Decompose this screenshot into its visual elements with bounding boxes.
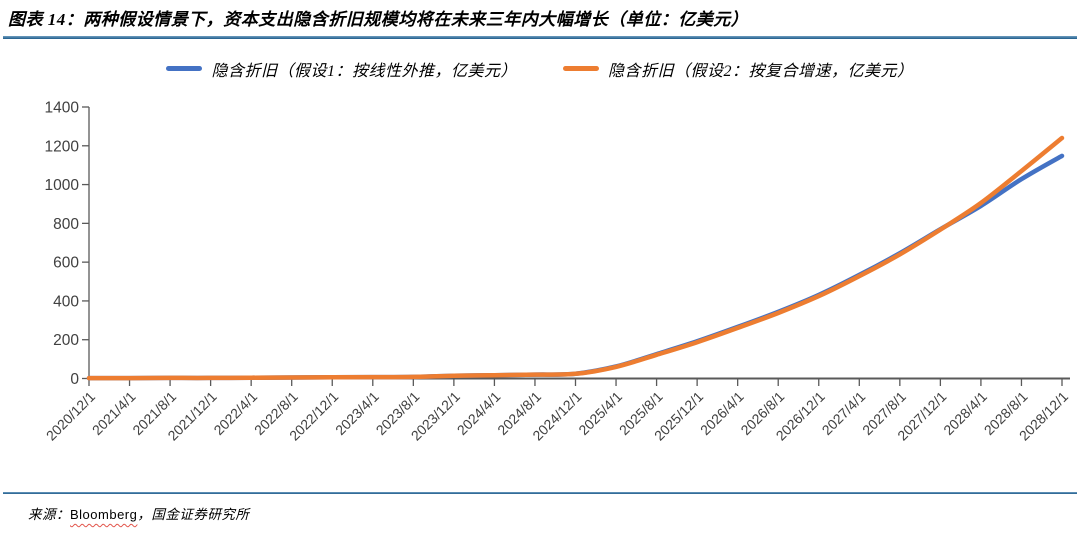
x-tick-label: 2024/4/1	[454, 388, 504, 438]
x-tick-label: 2025/4/1	[575, 388, 625, 438]
source-vendor: Bloomberg	[70, 507, 138, 522]
legend-line-swatch-blue-icon	[166, 66, 203, 71]
legend-label: 隐含折旧（假设1：按线性外推，亿美元）	[211, 62, 517, 80]
legend-line-swatch-orange-icon	[563, 66, 599, 71]
y-tick-label: 1000	[45, 177, 80, 194]
line-chart: 0 200 400 600 800 1000 1200 1400 2020/12/12021/4…	[43, 99, 1072, 444]
x-tick-label: 2028/4/1	[940, 388, 990, 438]
x-tick-label: 2026/4/1	[697, 388, 747, 438]
x-tick-label: 2027/4/1	[819, 388, 869, 438]
chart-legend: 隐含折旧（假设1：按线性外推，亿美元） 隐含折旧（假设2：按复合增速，亿美元）	[0, 58, 1080, 80]
source-prefix: 来源：	[28, 507, 70, 522]
y-axis: 0 200 400 600 800 1000 1200 1400	[45, 99, 90, 388]
source-line: 来源：Bloomberg，国金证券研究所	[28, 503, 1080, 523]
x-tick-label: 2022/4/1	[210, 388, 260, 438]
y-tick-label: 1400	[45, 99, 80, 116]
series-line-1	[86, 135, 1065, 380]
y-tick-label: 600	[53, 254, 79, 271]
legend-item-hypothesis-2: 隐含折旧（假设2：按复合增速，亿美元）	[563, 57, 914, 81]
x-tick-label: 2023/4/1	[332, 388, 382, 438]
x-axis: 2020/12/12021/4/12021/8/12021/12/12022/4…	[43, 377, 1071, 444]
series-line-0	[86, 153, 1065, 380]
y-tick-label: 0	[70, 371, 79, 388]
divider-bottom	[3, 491, 1077, 494]
y-tick-label: 200	[53, 332, 79, 349]
legend-label: 隐含折旧（假设2：按复合增速，亿美元）	[608, 62, 914, 80]
x-tick-label: 2020/12/1	[43, 388, 99, 444]
y-tick-label: 800	[53, 215, 79, 232]
divider-top	[3, 36, 1077, 39]
y-tick-label: 1200	[45, 138, 80, 155]
source-suffix: ，国金证券研究所	[137, 507, 250, 522]
figure-title: 图表 14：两种假设情景下，资本支出隐含折旧规模均将在未来三年内大幅增长（单位：…	[8, 10, 749, 29]
y-tick-label: 400	[53, 293, 79, 310]
x-tick-label: 2021/4/1	[89, 388, 139, 438]
legend-item-hypothesis-1: 隐含折旧（假设1：按线性外推，亿美元）	[166, 57, 517, 81]
